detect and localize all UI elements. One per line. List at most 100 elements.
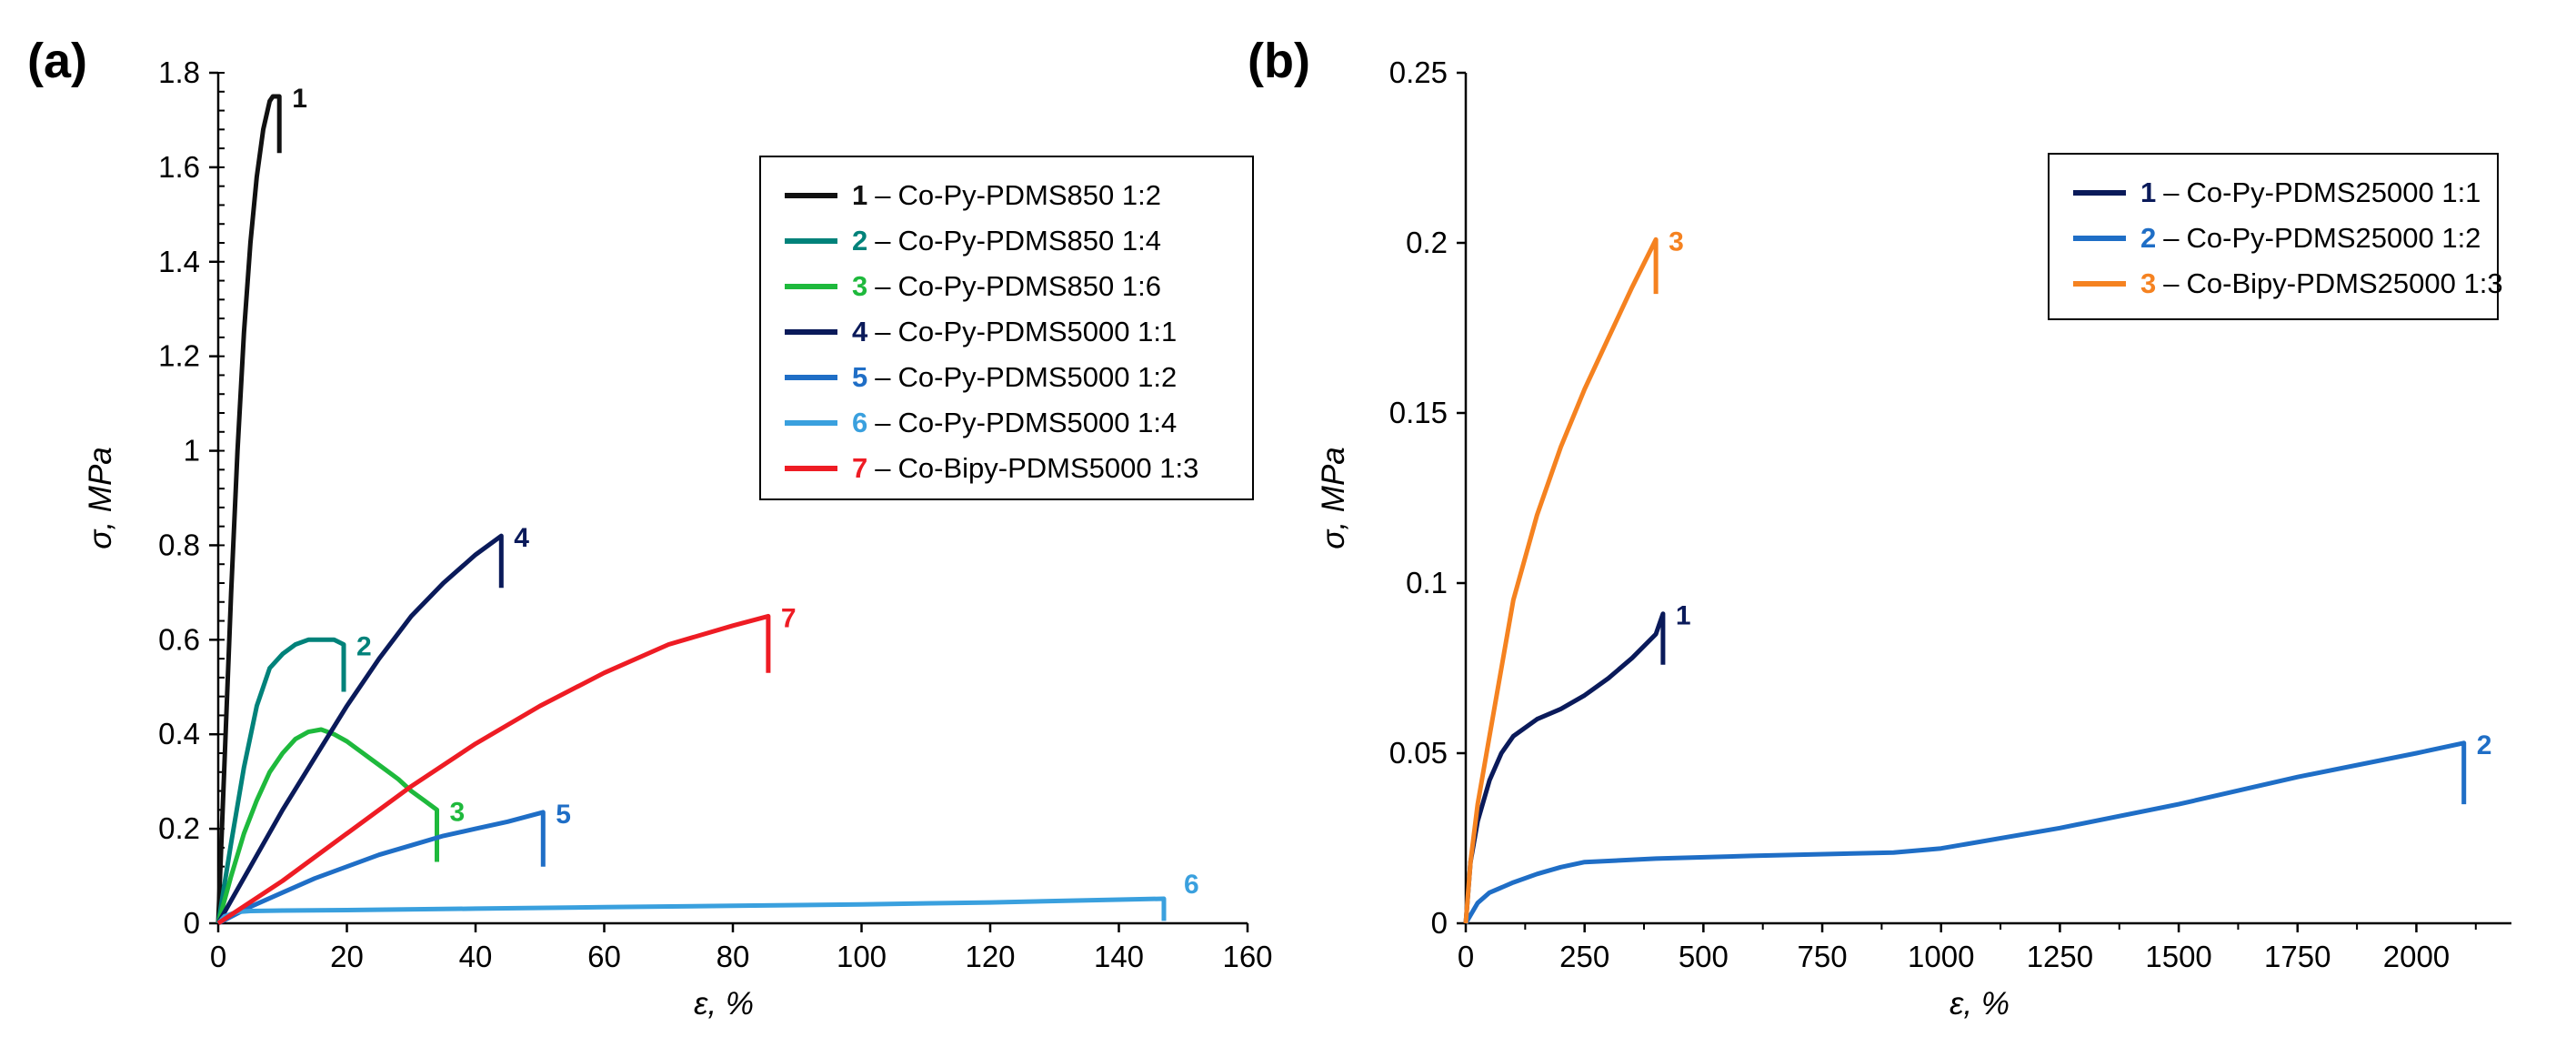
- legend-swatch: [785, 375, 837, 380]
- legend-dash: –: [2163, 267, 2180, 299]
- legend-swatch: [2073, 281, 2126, 287]
- series-line-5: [216, 810, 546, 926]
- x-tick-label: 0: [1458, 940, 1474, 973]
- x-axis-label: ε, %: [1950, 986, 2010, 1022]
- y-tick-label: 0.8: [158, 528, 200, 561]
- series-end-label-1: 1: [292, 84, 307, 114]
- x-tick-label: 40: [459, 940, 493, 973]
- y-tick-label: 0.15: [1389, 396, 1448, 429]
- x-tick-label: 140: [1094, 940, 1144, 973]
- series-line-2: [1463, 740, 2467, 925]
- y-tick-label: 1.4: [158, 245, 200, 278]
- legend-entry: 1– Co-Py-PDMS25000 1:1: [2050, 175, 2481, 211]
- legend-dash: –: [875, 407, 891, 438]
- legend-label: Co-Bipy-PDMS25000 1:3: [2186, 267, 2503, 299]
- legend-entry: 4– Co-Py-PDMS5000 1:1: [761, 314, 1177, 350]
- legend-panel-a: 1– Co-Py-PDMS850 1:2 2– Co-Py-PDMS850 1:4 3–…: [759, 156, 1254, 500]
- legend-number: 2: [2140, 222, 2157, 254]
- series-end-label-2: 2: [2477, 730, 2492, 760]
- legend-number: 1: [852, 179, 868, 211]
- chart-panel-a: (a) 0 0.2 0.4 0.6 0.8 1 1.2 1.4 1.6 1.8 0 20 40 60 80 10…: [27, 34, 1273, 1022]
- series-end-label-1: 1: [1676, 601, 1691, 631]
- legend-number: 3: [2140, 267, 2157, 299]
- legend-entry: 6– Co-Py-PDMS5000 1:4: [761, 405, 1177, 441]
- legend-swatch: [785, 420, 837, 426]
- legend-number: 1: [2140, 176, 2157, 208]
- x-tick-label: 160: [1222, 940, 1272, 973]
- series-line-6: [216, 896, 1167, 925]
- x-tick-label: 20: [330, 940, 364, 973]
- legend-entry: 7– Co-Bipy-PDMS5000 1:3: [761, 450, 1198, 487]
- legend-entry: 3– Co-Bipy-PDMS25000 1:3: [2050, 266, 2503, 302]
- y-tick-label: 1.2: [158, 339, 200, 373]
- legend-swatch: [2073, 236, 2126, 241]
- legend-label: Co-Py-PDMS850 1:4: [897, 225, 1161, 257]
- y-axis-label: σ, MPa: [83, 447, 118, 549]
- series-end-label-4: 4: [514, 523, 529, 553]
- series-end-label-5: 5: [556, 800, 571, 830]
- y-tick-label: 0.4: [158, 717, 200, 750]
- legend-swatch: [785, 238, 837, 244]
- chart-panel-b: (b) 0 0.05 0.1 0.15 0.2 0.25 0 250 500 750 1000 1250…: [1248, 34, 2511, 1022]
- x-tick-label: 1000: [1908, 940, 1974, 973]
- legend-entry: 2– Co-Py-PDMS850 1:4: [761, 223, 1161, 259]
- x-tick-label: 0: [210, 940, 226, 973]
- x-tick-label: 120: [965, 940, 1015, 973]
- legend-number: 2: [852, 225, 868, 257]
- y-tick-label: 0: [1431, 906, 1448, 940]
- series-end-label-3: 3: [450, 797, 466, 827]
- legend-entry: 1– Co-Py-PDMS850 1:2: [761, 177, 1161, 214]
- x-tick-label: 80: [717, 940, 750, 973]
- legend-swatch: [785, 284, 837, 289]
- x-tick-label: 60: [587, 940, 621, 973]
- legend-number: 5: [852, 361, 868, 393]
- x-tick-label: 1500: [2145, 940, 2211, 973]
- legend-number: 3: [852, 270, 868, 302]
- y-tick-label: 0.6: [158, 622, 200, 656]
- legend-dash: –: [875, 179, 891, 211]
- x-tick-label: 1250: [2027, 940, 2093, 973]
- series-line-1: [216, 94, 282, 924]
- y-tick-label: 0.2: [158, 811, 200, 845]
- x-tick-label: 250: [1559, 940, 1609, 973]
- x-tick-label: 500: [1679, 940, 1729, 973]
- series-line-1: [1463, 611, 1666, 924]
- y-tick-label: 1: [184, 434, 200, 468]
- y-tick-label: 1.6: [158, 150, 200, 184]
- legend-label: Co-Py-PDMS5000 1:2: [897, 361, 1178, 393]
- x-tick-label: 100: [837, 940, 887, 973]
- legend-swatch: [785, 193, 837, 198]
- y-axis-label: σ, MPa: [1316, 447, 1351, 549]
- legend-swatch: [2073, 190, 2126, 196]
- series-line-3: [216, 727, 439, 924]
- series-line-3: [1463, 237, 1659, 924]
- series-line-7: [216, 613, 771, 926]
- x-tick-label: 2000: [2383, 940, 2450, 973]
- series-end-label-2: 2: [356, 632, 372, 662]
- y-tick-label: 0.25: [1389, 55, 1448, 89]
- legend-label: Co-Py-PDMS25000 1:1: [2186, 176, 2481, 208]
- legend-entry: 3– Co-Py-PDMS850 1:6: [761, 268, 1161, 305]
- y-tick-label: 1.8: [158, 55, 200, 89]
- series-end-label-7: 7: [781, 603, 797, 633]
- x-tick-label: 750: [1798, 940, 1848, 973]
- legend-dash: –: [2163, 176, 2180, 208]
- series-line-4: [216, 533, 504, 925]
- y-tick-label: 0.05: [1389, 736, 1448, 770]
- legend-label: Co-Py-PDMS25000 1:2: [2186, 222, 2481, 254]
- legend-dash: –: [875, 270, 891, 302]
- legend-dash: –: [875, 452, 891, 484]
- panel-label: (b): [1248, 34, 1310, 88]
- legend-swatch: [785, 466, 837, 471]
- y-tick-label: 0: [184, 906, 200, 940]
- series-line-2: [216, 637, 346, 924]
- legend-dash: –: [875, 225, 891, 257]
- legend-label: Co-Py-PDMS5000 1:1: [897, 316, 1178, 347]
- legend-entry: 5– Co-Py-PDMS5000 1:2: [761, 359, 1177, 396]
- legend-label: Co-Py-PDMS5000 1:4: [897, 407, 1178, 438]
- legend-dash: –: [875, 316, 891, 347]
- legend-number: 7: [852, 452, 868, 484]
- x-axis-label: ε, %: [694, 986, 754, 1022]
